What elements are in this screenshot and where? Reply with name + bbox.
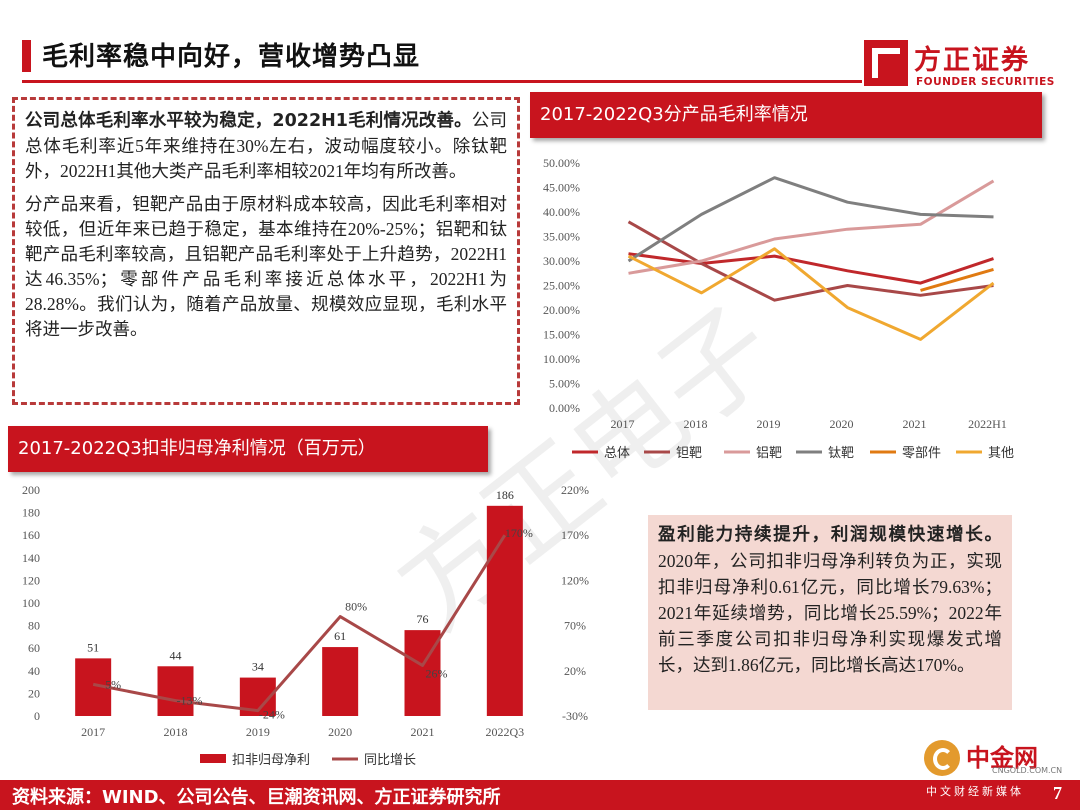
x-tick-label: 2018 [684, 417, 708, 431]
summary-paragraph-1: 公司总体毛利率水平较为稳定，2022H1毛利情况改善。公司总体毛利率近5年来维持… [25, 108, 507, 184]
cngold-logo-icon [924, 740, 960, 776]
y-right-tick-label: 70% [564, 619, 586, 633]
y-tick-label: 15.00% [543, 328, 580, 342]
cngold-tagline: 中文财经新媒体 [926, 785, 1024, 798]
legend-label: 同比增长 [364, 752, 416, 767]
margin-line-chart: 0.00% 5.00% 10.00% 15.00% 20.00% 25.00% 30.00%… [543, 156, 1014, 460]
header-accent-bar [22, 40, 31, 72]
profit-text-bold: 盈利能力持续提升，利润规模快速增长。 [658, 525, 1002, 545]
legend-label: 铝靶 [756, 445, 782, 460]
profit-bar-chart: 0 20 40 60 80 100 120 140 160 180 200 -30% 20% 70% 120… [22, 483, 589, 767]
margin-chart-title: 2017-2022Q3分产品毛利率情况 [530, 92, 1042, 138]
x-tick-label: 2021 [411, 725, 435, 739]
x-tick-label: 2018 [164, 725, 188, 739]
x-tick-label: 2020 [328, 725, 352, 739]
profit-chart-title: 2017-2022Q3扣非归母净利情况（百万元） [8, 426, 488, 472]
y-tick-label: 45.00% [543, 181, 580, 195]
x-tick-label: 2019 [757, 417, 781, 431]
y-left-tick-label: 0 [34, 709, 40, 723]
growth-data-label: 26% [426, 666, 448, 680]
profit-text-rest: 2020年，公司扣非归母净利转负为正，实现扣非归母净利0.61亿元，同比增长79… [658, 551, 1002, 675]
x-tick-label: 2021 [903, 417, 927, 431]
y-tick-label: 10.00% [543, 352, 580, 366]
y-left-tick-label: 140 [22, 551, 40, 565]
bar-data-label: 51 [87, 640, 99, 654]
y-left-tick-label: 80 [28, 619, 40, 633]
source-note: 资料来源：WIND、公司公告、巨潮资讯网、方正证券研究所 [12, 787, 501, 808]
y-right-tick-label: -30% [562, 709, 588, 723]
growth-data-label: 5% [105, 677, 121, 691]
x-tick-label: 2020 [830, 417, 854, 431]
bar-data-label: 61 [334, 629, 346, 643]
summary-p1-rest: 公司总体毛利率近5年来维持在30%左右，波动幅度较小。除钛靶外，2022H1其他… [25, 110, 508, 181]
logo-text-cn: 方正证券 [914, 45, 1030, 76]
growth-data-label: -24% [259, 708, 285, 722]
profit-bar [157, 666, 194, 716]
y-left-tick-label: 100 [22, 596, 40, 610]
y-left-tick-label: 40 [28, 664, 40, 678]
series-line-铝靶 [628, 179, 995, 275]
page-number: 7 [1053, 783, 1062, 803]
y-tick-label: 0.00% [549, 401, 580, 415]
y-tick-label: 50.00% [543, 156, 580, 170]
y-tick-label: 20.00% [543, 303, 580, 317]
y-left-tick-label: 160 [22, 528, 40, 542]
profit-textbox: 盈利能力持续提升，利润规模快速增长。 2020年，公司扣非归母净利转负为正，实现扣… [648, 515, 1012, 710]
legend-label: 总体 [604, 445, 630, 460]
legend-label: 零部件 [902, 445, 941, 460]
series-line-其他 [627, 247, 995, 341]
summary-paragraph-2: 分产品来看，钽靶产品由于原材料成本较高，因此毛利率相对较低，但近年来已趋于稳定，… [25, 194, 507, 339]
bar-data-label: 76 [417, 612, 429, 626]
legend-swatch [200, 754, 226, 763]
growth-data-label: 170% [505, 526, 533, 540]
legend-label: 钛靶 [828, 445, 854, 460]
x-tick-label: 2022H1 [968, 417, 1007, 431]
footer-bar: 资料来源：WIND、公司公告、巨潮资讯网、方正证券研究所 7 [0, 780, 1080, 810]
logo-text-en: FOUNDER SECURITIES [916, 76, 1055, 88]
legend-label: 钽靶 [676, 445, 702, 460]
summary-textbox-margin: 公司总体毛利率水平较为稳定，2022H1毛利情况改善。公司总体毛利率近5年来维持… [12, 97, 520, 405]
founder-logo-icon [864, 40, 908, 86]
cngold-url: CNGOLD.COM.CN [992, 766, 1063, 775]
growth-line [92, 534, 507, 713]
y-right-tick-label: 20% [564, 664, 586, 678]
growth-data-label: 80% [345, 600, 367, 614]
x-tick-label: 2019 [246, 725, 270, 739]
y-right-tick-label: 120% [561, 573, 589, 587]
y-left-tick-label: 20 [28, 686, 40, 700]
founder-logo: 方正证券 FOUNDER SECURITIES [864, 36, 1064, 92]
legend-label: 其他 [988, 445, 1014, 460]
y-tick-label: 40.00% [543, 205, 580, 219]
bar-data-label: 44 [170, 648, 182, 662]
header-rule [22, 80, 862, 83]
y-right-tick-label: 220% [561, 483, 589, 497]
growth-data-label: -13% [177, 694, 203, 708]
y-tick-label: 5.00% [549, 377, 580, 391]
profit-bar [486, 505, 523, 716]
y-left-tick-label: 200 [22, 483, 40, 497]
y-tick-label: 25.00% [543, 279, 580, 293]
bar-data-label: 34 [252, 660, 264, 674]
cngold-watermark: 中金网 CNGOLD.COM.CN [924, 738, 1074, 780]
y-left-tick-label: 120 [22, 573, 40, 587]
x-tick-label: 2022Q3 [485, 725, 524, 739]
x-tick-label: 2017 [81, 725, 105, 739]
series-line-钽靶 [627, 220, 994, 302]
x-tick-label: 2017 [611, 417, 635, 431]
bar-data-label: 186 [496, 488, 514, 502]
legend-label: 扣非归母净利 [232, 752, 310, 767]
y-right-tick-label: 170% [561, 528, 589, 542]
series-line-零部件 [920, 267, 994, 292]
profit-bar [322, 647, 359, 716]
page-title: 毛利率稳中向好，营收增势凸显 [42, 42, 421, 72]
cngold-name: 中金网 [966, 744, 1038, 772]
y-left-tick-label: 60 [28, 641, 40, 655]
summary-p1-bold: 公司总体毛利率水平较为稳定，2022H1毛利情况改善。 [25, 111, 472, 131]
y-left-tick-label: 180 [22, 506, 40, 520]
y-tick-label: 30.00% [543, 254, 580, 268]
y-tick-label: 35.00% [543, 230, 580, 244]
series-line-钛靶 [627, 176, 994, 263]
